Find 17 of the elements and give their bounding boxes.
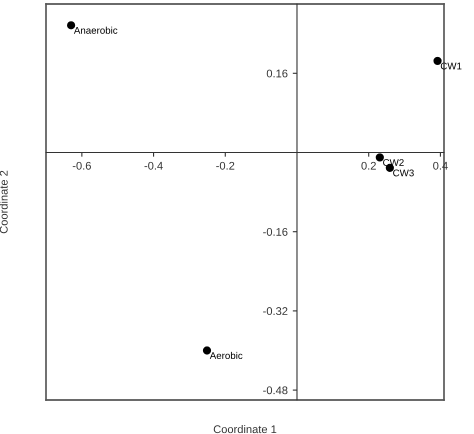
point (202, 346, 212, 355)
point (433, 56, 442, 66)
x-axis-title: Coordinate 1 (214, 425, 276, 434)
point (376, 153, 384, 162)
x-tick-label: -0.4 (144, 162, 163, 170)
annotation: Anaerobic (74, 26, 118, 34)
y-tick-label: 0.16 (266, 70, 288, 78)
y-tick-label: -0.16 (263, 228, 288, 236)
annotation: CW3 (393, 169, 414, 176)
point (67, 21, 76, 30)
y-tick-label: -0.48 (263, 386, 288, 394)
y-axis-title: Coordinate 2 (0, 170, 8, 234)
annotation: Aerobic (210, 352, 242, 360)
x-tick-label: -0.6 (72, 162, 91, 170)
x-tick-label: 0.2 (361, 162, 376, 170)
x-tick-label: -0.2 (216, 162, 234, 170)
y-tick-label: -0.32 (263, 307, 288, 316)
